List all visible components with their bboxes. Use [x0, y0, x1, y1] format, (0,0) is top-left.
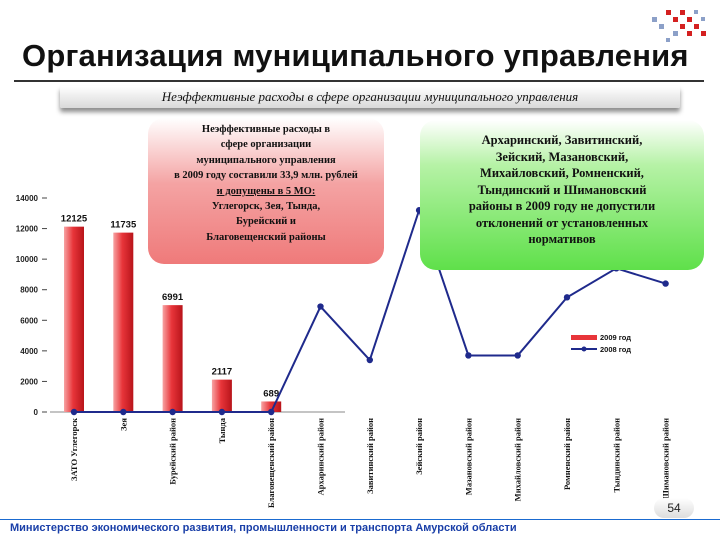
y-tick-label: 0: [34, 408, 39, 417]
legend-label-2009: 2009 год: [600, 333, 631, 342]
red-callout: Неэффективные расходы в сфере организаци…: [148, 118, 384, 264]
red-callout-line: муниципального управления: [196, 154, 336, 166]
green-callout-line: отклонений от установленных: [475, 215, 649, 230]
y-tick-label: 8000: [20, 286, 38, 295]
red-callout-line: сфере организации: [220, 139, 312, 151]
category-label: Благовещенский район: [266, 418, 276, 508]
point-2008: [70, 408, 78, 416]
green-callout-line: районы в 2009 году не допустили: [468, 199, 656, 213]
page-number: 54: [654, 498, 694, 518]
data-label: 2117: [212, 367, 233, 378]
category-label: Мазановский район: [463, 418, 473, 495]
point-2008: [366, 356, 373, 364]
category-label: Михайловский район: [513, 418, 523, 501]
point-2008: [662, 280, 669, 287]
point-2008: [268, 408, 275, 416]
red-callout-line: Углегорск, Зея, Тында,: [211, 201, 321, 213]
green-callout-line: Тындинский и Шимановский: [477, 182, 647, 197]
red-callout-line: и допущены в 5 МО:: [216, 185, 316, 197]
data-label: 12125: [61, 214, 88, 225]
green-callout-line: Зейский, Мазановский,: [495, 149, 629, 164]
category-label: Зея: [118, 418, 128, 431]
category-label: Шимановский район: [661, 418, 671, 500]
data-label: 689: [263, 388, 279, 399]
green-callout: Архаринский, Завитинский, Зейский, Мазан…: [420, 120, 704, 270]
bar-2009: [162, 305, 183, 412]
category-label: Бурейский район: [168, 418, 178, 485]
title-divider: [14, 80, 704, 82]
category-label: Тында: [217, 417, 227, 443]
category-label: Архаринский район: [316, 418, 326, 495]
y-tick-label: 10000: [16, 255, 39, 264]
legend-swatch-2009: [571, 335, 597, 340]
category-label: Тындинский район: [611, 418, 621, 493]
chart: 0 2000 4000 6000 8000 10000 12000 14000 12125 117…: [16, 194, 671, 508]
category-label: Ромненский район: [562, 418, 572, 490]
y-tick-label: 12000: [16, 225, 39, 234]
point-2008: [563, 294, 571, 301]
footer-organization: Министерство экономического развития, пр…: [10, 522, 517, 534]
red-callout-line: Неэффективные расходы в: [201, 124, 331, 135]
red-callout-line: в 2009 году составили 33,9 млн. рублей: [174, 170, 358, 182]
point-2008: [169, 408, 176, 416]
bar-2009: [211, 379, 232, 412]
red-callout-line: Бурейский и: [236, 216, 296, 228]
red-callout-line: Благовещенский районы: [206, 231, 326, 243]
page-title: Организация муниципального управления: [22, 38, 689, 73]
dots-logo-icon: [652, 10, 706, 42]
y-tick-label: 6000: [20, 316, 38, 325]
point-2008: [120, 408, 127, 416]
bar-2009: [261, 401, 282, 412]
point-2008: [317, 303, 324, 310]
green-callout-line: Михайловский, Ромненский,: [480, 166, 644, 180]
category-label: Завитинский район: [365, 418, 375, 494]
y-tick-label: 14000: [16, 194, 39, 203]
y-tick-label: 4000: [20, 347, 38, 356]
data-label: 11735: [110, 220, 137, 231]
category-label: Зейский район: [414, 418, 424, 475]
footer-divider: [0, 519, 720, 520]
legend-label-2008: 2008 год: [600, 345, 631, 354]
point-2008: [218, 408, 226, 416]
point-2008: [465, 352, 472, 359]
y-tick-label: 2000: [20, 377, 38, 386]
green-callout-line: Архаринский, Завитинский,: [481, 133, 643, 147]
point-2008: [514, 352, 521, 359]
data-label: 6991: [162, 292, 184, 303]
legend-marker-2008: [581, 346, 587, 352]
bar-2009: [113, 232, 134, 412]
bar-2009: [64, 226, 84, 412]
category-label: ЗАТО Углегорск: [69, 418, 79, 481]
subtitle-banner: Неэффективные расходы в сфере организаци…: [60, 86, 680, 108]
green-callout-line: нормативов: [528, 232, 596, 246]
